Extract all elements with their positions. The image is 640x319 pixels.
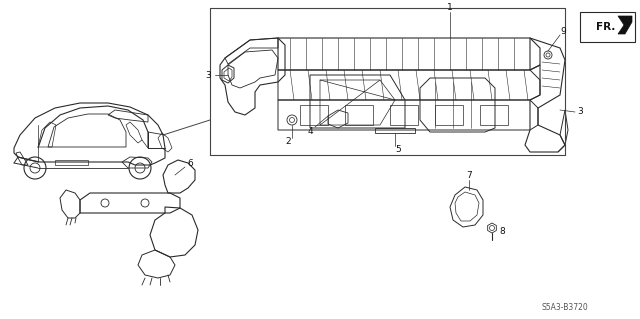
Polygon shape [618,16,632,34]
Text: 2: 2 [285,137,291,146]
Text: 6: 6 [187,159,193,167]
Text: 5: 5 [395,145,401,154]
Text: 3: 3 [577,108,583,116]
Bar [580,12,635,42]
Text: FR.: FR. [596,22,616,32]
Text: 1: 1 [447,3,453,11]
Text: 9: 9 [560,27,566,36]
Text: 7: 7 [466,172,472,181]
Text: 8: 8 [499,226,505,235]
Text: 3: 3 [205,70,211,79]
Text: 4: 4 [307,127,313,136]
Text: S5A3-B3720: S5A3-B3720 [541,303,588,313]
